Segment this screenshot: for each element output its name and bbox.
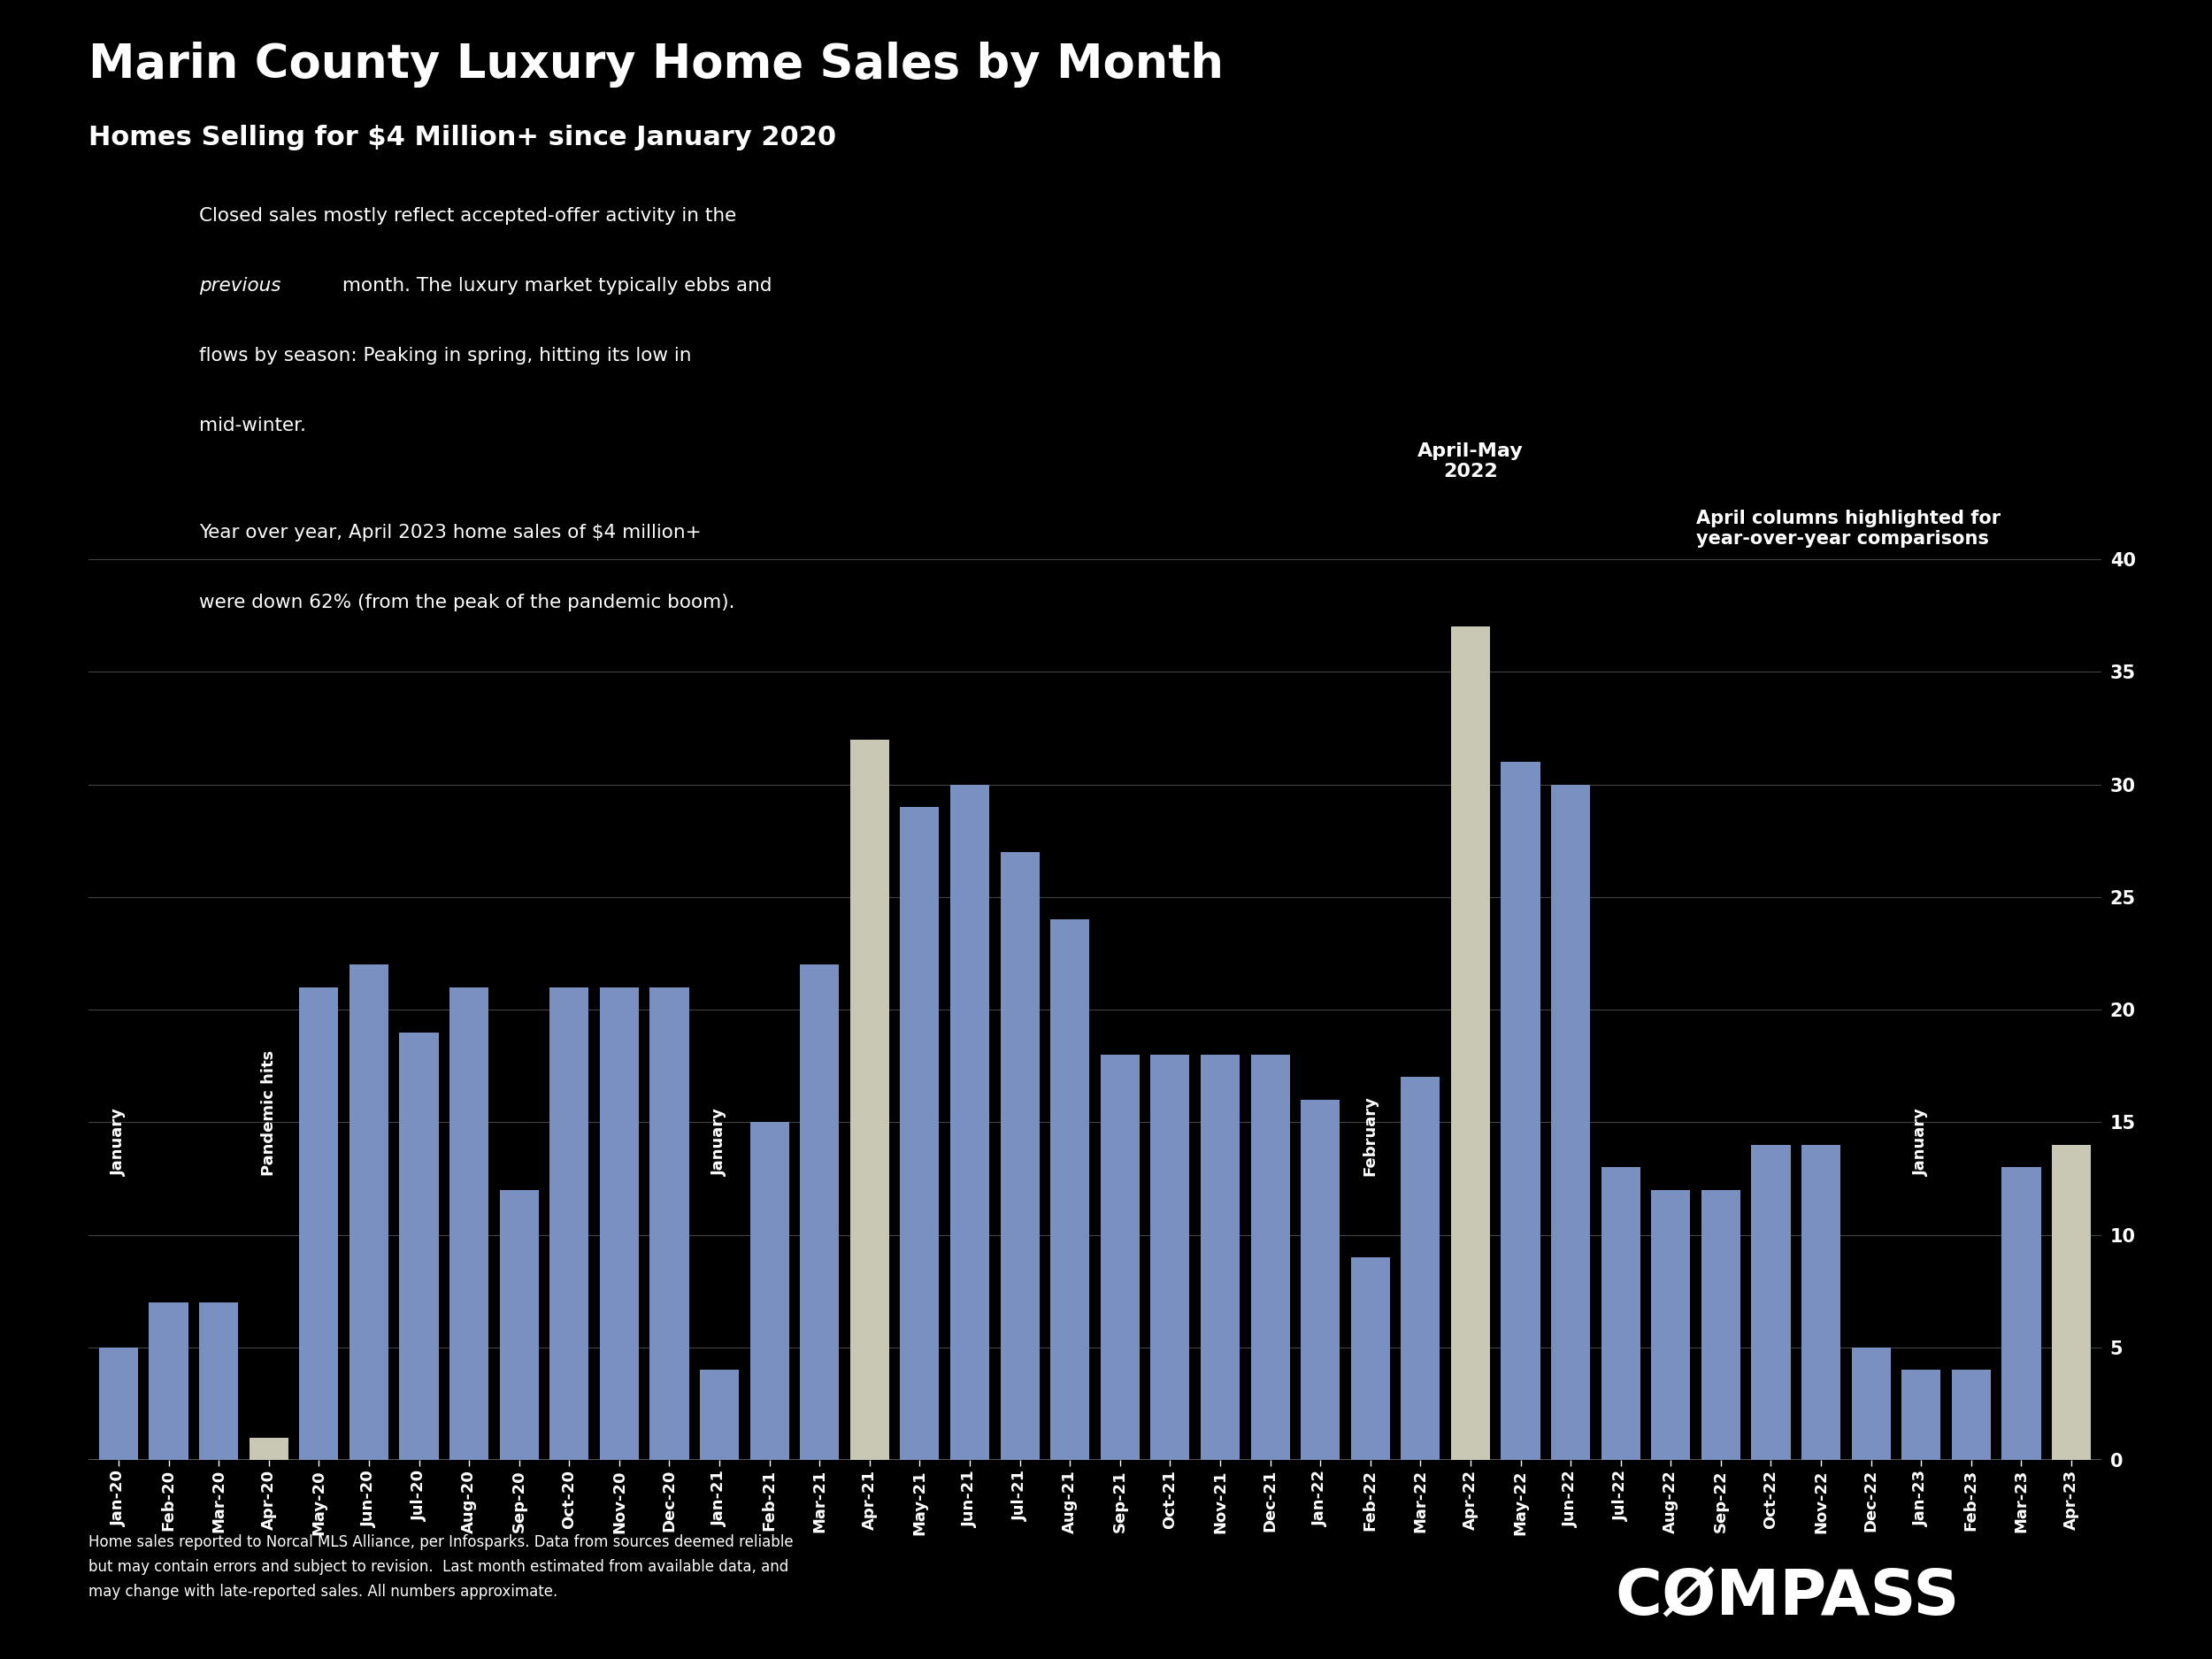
- Bar: [549, 987, 588, 1460]
- Text: mid-winter.: mid-winter.: [199, 416, 305, 435]
- Bar: [1051, 919, 1091, 1460]
- Bar: [148, 1302, 188, 1460]
- Text: January: January: [111, 1108, 126, 1176]
- Bar: [801, 964, 838, 1460]
- Bar: [1301, 1100, 1340, 1460]
- Text: flows by season: Peaking in spring, hitting its low in: flows by season: Peaking in spring, hitt…: [199, 347, 692, 365]
- Text: Year over year, April 2023 home sales of $4 million+: Year over year, April 2023 home sales of…: [199, 524, 701, 542]
- Bar: [1951, 1370, 1991, 1460]
- Bar: [1701, 1190, 1741, 1460]
- Bar: [1851, 1347, 1891, 1460]
- Bar: [500, 1190, 540, 1460]
- Bar: [1752, 1145, 1790, 1460]
- Bar: [1400, 1077, 1440, 1460]
- Text: previous: previous: [199, 277, 281, 295]
- Bar: [1650, 1190, 1690, 1460]
- Text: month. The luxury market typically ebbs and: month. The luxury market typically ebbs …: [336, 277, 772, 295]
- Bar: [1000, 853, 1040, 1460]
- Bar: [199, 1302, 239, 1460]
- Bar: [599, 987, 639, 1460]
- Text: April-May
2022: April-May 2022: [1418, 443, 1524, 481]
- Bar: [1150, 1055, 1190, 1460]
- Bar: [1250, 1055, 1290, 1460]
- Text: Homes Selling for $4 Million+ since January 2020: Homes Selling for $4 Million+ since Janu…: [88, 124, 836, 149]
- Bar: [2053, 1145, 2090, 1460]
- Bar: [750, 1121, 790, 1460]
- Bar: [2002, 1168, 2042, 1460]
- Bar: [849, 740, 889, 1460]
- Bar: [449, 987, 489, 1460]
- Bar: [951, 785, 989, 1460]
- Bar: [400, 1032, 438, 1460]
- Bar: [299, 987, 338, 1460]
- Text: February: February: [1363, 1097, 1378, 1176]
- Bar: [1551, 785, 1590, 1460]
- Text: Pandemic hits: Pandemic hits: [261, 1050, 276, 1176]
- Bar: [1451, 627, 1491, 1460]
- Bar: [349, 964, 389, 1460]
- Bar: [1902, 1370, 1940, 1460]
- Text: were down 62% (from the peak of the pandemic boom).: were down 62% (from the peak of the pand…: [199, 594, 734, 612]
- Bar: [1099, 1055, 1139, 1460]
- Bar: [1502, 761, 1540, 1460]
- Text: Closed sales mostly reflect accepted-offer activity in the: Closed sales mostly reflect accepted-off…: [199, 207, 737, 226]
- Bar: [650, 987, 688, 1460]
- Bar: [699, 1370, 739, 1460]
- Bar: [1352, 1258, 1389, 1460]
- Bar: [900, 806, 940, 1460]
- Bar: [1801, 1145, 1840, 1460]
- Text: Home sales reported to Norcal MLS Alliance, per Infosparks. Data from sources de: Home sales reported to Norcal MLS Allian…: [88, 1535, 794, 1599]
- Bar: [100, 1347, 137, 1460]
- Bar: [1201, 1055, 1239, 1460]
- Bar: [250, 1437, 288, 1460]
- Text: April columns highlighted for
year-over-year comparisons: April columns highlighted for year-over-…: [1697, 509, 2000, 547]
- Text: Marin County Luxury Home Sales by Month: Marin County Luxury Home Sales by Month: [88, 41, 1223, 88]
- Text: CØMPASS: CØMPASS: [1615, 1568, 1960, 1629]
- Bar: [1601, 1168, 1641, 1460]
- Text: January: January: [1913, 1108, 1929, 1176]
- Text: January: January: [712, 1108, 728, 1176]
